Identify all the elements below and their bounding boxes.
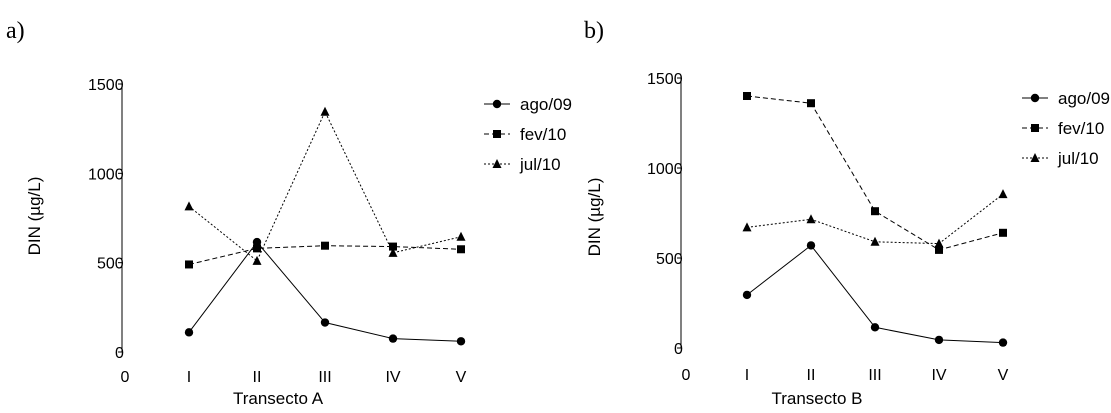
- x-tick-label-v: V: [998, 367, 1009, 384]
- data-point-ago-09-v: [998, 338, 1008, 347]
- data-point-fev-10-i: [185, 260, 193, 269]
- legend-entry-ago-09: ago/09: [1022, 89, 1110, 108]
- data-point-fev-10-iii: [321, 241, 329, 250]
- data-point-jul-10-iii: [870, 236, 880, 246]
- x-origin-label: 0: [121, 369, 130, 386]
- series-line-jul-10: [746, 193, 1004, 245]
- data-point-fev-10-iv: [935, 245, 943, 254]
- x-tick-label-v: V: [456, 369, 467, 386]
- data-point-jul-10-ii: [252, 255, 262, 265]
- data-point-fev-10-iii: [871, 207, 879, 216]
- x-tick-label-ii: II: [807, 367, 816, 384]
- series-fev-10: [185, 241, 465, 269]
- data-point-jul-10-i: [184, 201, 194, 211]
- legend-label: ago/09: [520, 95, 572, 114]
- data-point-fev-10-i: [743, 92, 751, 100]
- data-point-ago-09-iv: [934, 335, 944, 345]
- data-point-jul-10-iii: [320, 106, 330, 116]
- data-point-fev-10-v: [999, 228, 1007, 237]
- x-tick-label-i: I: [745, 367, 749, 384]
- legend-marker-square-icon: [1031, 124, 1039, 132]
- data-point-ago-09-iv: [388, 334, 398, 343]
- x-tick-label-ii: II: [253, 369, 262, 386]
- legend-entry-jul-10: jul/10: [1022, 149, 1099, 168]
- legend-marker-square-icon: [493, 130, 501, 138]
- series-ago-09: [742, 241, 1008, 347]
- legend-marker-triangle-icon: [1030, 153, 1040, 162]
- legend-label: fev/10: [520, 125, 566, 144]
- x-axis-title: Transecto B: [771, 389, 862, 408]
- legend-marker-circle-icon: [1030, 93, 1040, 103]
- legend-entry-fev-10: fev/10: [484, 125, 566, 144]
- data-point-ago-09-ii: [252, 237, 262, 247]
- y-tick-label: 500: [97, 256, 124, 273]
- legend-label: jul/10: [1057, 149, 1099, 168]
- y-tick-label: 1000: [647, 161, 683, 178]
- y-axis-title: DIN (µg/L): [585, 178, 604, 257]
- legend-entry-jul-10: jul/10: [484, 155, 561, 174]
- data-point-ago-09-iii: [320, 318, 330, 327]
- x-origin-label: 0: [682, 367, 691, 384]
- legend-entry-fev-10: fev/10: [1022, 119, 1104, 138]
- series-jul-10: [184, 106, 466, 265]
- data-point-fev-10-iv: [389, 242, 397, 251]
- x-tick-label-iv: IV: [385, 369, 400, 386]
- y-tick-label: 1000: [88, 166, 124, 183]
- data-point-jul-10-ii: [806, 214, 816, 224]
- data-point-ago-09-iii: [870, 323, 880, 332]
- data-point-fev-10-v: [457, 245, 465, 254]
- series-jul-10: [742, 189, 1008, 248]
- x-axis-title: Transecto A: [233, 389, 324, 408]
- y-tick-label: 1500: [647, 71, 683, 88]
- data-point-jul-10-i: [742, 222, 752, 232]
- legend-entry-ago-09: ago/09: [484, 95, 572, 114]
- series-line-fev-10: [746, 95, 1004, 251]
- panel-b-label: b): [584, 18, 604, 44]
- legend-marker-triangle-icon: [492, 159, 502, 168]
- x-tick-label-iii: III: [318, 369, 331, 386]
- data-point-fev-10-ii: [807, 99, 815, 108]
- series-fev-10: [743, 92, 1007, 254]
- y-tick-label: 1500: [88, 77, 124, 94]
- legend-marker-circle-icon: [492, 99, 502, 109]
- data-point-jul-10-v: [998, 189, 1008, 199]
- legend-label: jul/10: [519, 155, 561, 174]
- legend-label: ago/09: [1058, 89, 1110, 108]
- x-tick-label-iii: III: [868, 367, 881, 384]
- legend-label: fev/10: [1058, 119, 1104, 138]
- y-axis-title: DIN (µg/L): [25, 177, 44, 256]
- series-line-jul-10: [188, 110, 462, 262]
- data-point-ago-09-i: [742, 290, 752, 300]
- data-point-jul-10-iv: [388, 247, 398, 257]
- data-point-jul-10-v: [456, 231, 466, 241]
- x-tick-label-i: I: [187, 369, 191, 386]
- data-point-ago-09-ii: [806, 241, 816, 250]
- data-point-ago-09-i: [184, 328, 194, 337]
- data-point-ago-09-v: [456, 337, 466, 346]
- data-point-fev-10-ii: [253, 244, 261, 253]
- x-tick-label-iv: IV: [931, 367, 946, 384]
- panel-a-label: a): [6, 18, 25, 44]
- data-point-jul-10-iv: [934, 238, 944, 248]
- y-tick-label: 0: [674, 341, 683, 358]
- y-tick-label: 0: [115, 345, 124, 362]
- y-tick-label: 500: [656, 251, 683, 268]
- series-ago-09: [184, 237, 466, 346]
